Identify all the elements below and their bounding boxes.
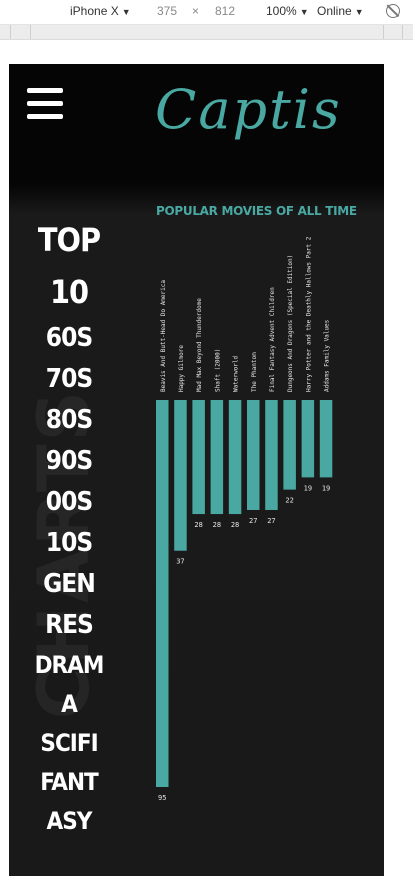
network-throttle-select[interactable]: Online ▼ xyxy=(317,4,364,18)
nav-item-70s[interactable]: 70S xyxy=(45,364,93,394)
site-logo[interactable]: Captis xyxy=(155,78,342,141)
nav-item-60s[interactable]: 60S xyxy=(45,323,93,353)
chart-title: POPULAR MOVIES OF ALL TIME xyxy=(156,204,357,218)
bar-value-label: 37 xyxy=(176,558,184,566)
chart-bar[interactable] xyxy=(247,400,260,510)
bar-value-label: 19 xyxy=(322,484,330,492)
chevron-down-icon: ▼ xyxy=(121,7,131,17)
bar-value-label: 27 xyxy=(267,517,275,525)
category-label: Harry Potter and the Deathly Hallows Par… xyxy=(305,236,312,392)
chevron-down-icon: ▼ xyxy=(299,7,309,17)
media-query-ruler xyxy=(0,25,413,40)
bar-value-label: 22 xyxy=(285,497,293,505)
category-label: Waterworld xyxy=(233,355,240,392)
chart-bar[interactable] xyxy=(174,400,187,551)
chart-bar[interactable] xyxy=(228,400,242,515)
bar-value-label: 28 xyxy=(213,521,221,529)
chart-bar[interactable] xyxy=(283,400,296,490)
chart-bar[interactable] xyxy=(319,400,333,478)
category-label: Beavis And Butt-Head Do America xyxy=(160,280,167,392)
hamburger-menu-icon[interactable] xyxy=(27,88,63,120)
rotate-icon[interactable] xyxy=(386,4,400,18)
chart-bar[interactable] xyxy=(192,400,205,515)
bar-value-label: 28 xyxy=(231,521,239,529)
category-label: Happy Gilmore xyxy=(178,345,185,392)
nav-item-90s[interactable]: 90S xyxy=(45,446,93,476)
nav-item-scifi[interactable]: SCIFI xyxy=(40,729,98,757)
zoom-select[interactable]: 100% ▼ xyxy=(266,4,309,18)
nav-item-80s[interactable]: 80S xyxy=(45,405,93,435)
category-label: Final Fantasy Advent Children xyxy=(269,287,276,392)
phone-viewport: Captis CHARTS TOP 10 60S 70S 80S 90S 00S… xyxy=(9,64,384,876)
category-label: The Phantom xyxy=(251,352,258,392)
nav-item-10[interactable]: 10 xyxy=(49,273,89,311)
dimension-separator: × xyxy=(192,4,200,18)
category-label: Addams Family Values xyxy=(324,319,331,392)
category-label: Mad Max Beyond Thunderdome xyxy=(196,298,203,392)
nav-item-res[interactable]: RES xyxy=(45,610,94,640)
nav-item-fant[interactable]: FANT xyxy=(40,768,99,796)
bar-value-label: 19 xyxy=(304,484,312,492)
genre-nav: TOP 10 60S 70S 80S 90S 00S 10S GEN RES D… xyxy=(9,214,129,841)
device-select[interactable]: iPhone X ▼ xyxy=(70,4,131,18)
bar-value-label: 27 xyxy=(249,517,257,525)
chart-bar[interactable] xyxy=(265,400,278,510)
chevron-down-icon: ▼ xyxy=(354,7,364,17)
category-label: Shaft (2000) xyxy=(214,349,221,392)
chart-bar[interactable] xyxy=(210,400,224,515)
viewport-height-input[interactable]: 812 xyxy=(215,4,236,18)
nav-item-asy[interactable]: ASY xyxy=(46,807,93,835)
bar-value-label: 95 xyxy=(158,794,166,802)
bar-value-label: 28 xyxy=(194,521,202,529)
nav-item-00s[interactable]: 00S xyxy=(45,487,93,517)
nav-item-gen[interactable]: GEN xyxy=(43,569,96,599)
nav-item-a[interactable]: A xyxy=(61,690,78,718)
device-toolbar: iPhone X ▼ 375 × 812 100% ▼ Online ▼ xyxy=(0,0,413,25)
nav-item-10s[interactable]: 10S xyxy=(45,528,93,558)
nav-item-dram[interactable]: DRAM xyxy=(34,651,105,679)
category-label: Dungeons And Dragons (Special Edition) xyxy=(287,255,294,392)
nav-item-top[interactable]: TOP xyxy=(37,221,101,259)
bar-chart: 95 Beavis And Butt-Head Do America 37 Happy… xyxy=(156,236,333,802)
chart-bar[interactable] xyxy=(156,400,169,787)
chart-bar[interactable] xyxy=(301,400,315,478)
viewport-width-input[interactable]: 375 xyxy=(157,4,178,18)
